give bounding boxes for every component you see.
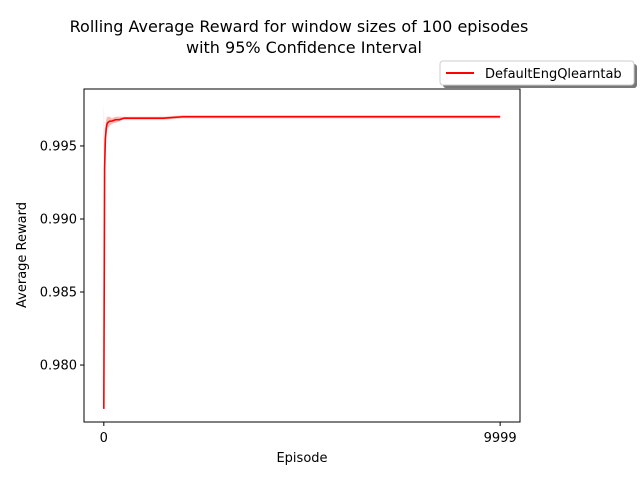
series-line-defaultengqlearntab xyxy=(103,115,501,409)
x-tick-label: 0 xyxy=(100,431,108,446)
y-tick-label: 0.990 xyxy=(40,212,77,227)
y-tick-label: 0.985 xyxy=(40,286,77,301)
chart-title-line-2: with 95% Confidence Interval xyxy=(186,38,422,57)
legend: DefaultEngQlearntab xyxy=(439,60,637,88)
x-axis-label: Episode xyxy=(276,451,327,466)
axes-frame xyxy=(83,88,521,423)
y-tick-label: 0.980 xyxy=(40,359,77,374)
y-axis-label: Average Reward xyxy=(15,202,30,308)
x-axis-ticks: 0 9999 xyxy=(100,422,517,446)
x-tick-label: 9999 xyxy=(484,431,517,446)
y-axis-ticks: 0.980 0.985 0.990 0.995 xyxy=(40,139,84,374)
legend-box xyxy=(439,60,635,86)
chart-title-line-1: Rolling Average Reward for window sizes … xyxy=(70,17,529,36)
legend-series-label: DefaultEngQlearntab xyxy=(485,67,622,82)
y-tick-label: 0.995 xyxy=(40,139,77,154)
plot-area xyxy=(103,102,501,412)
confidence-interval-band xyxy=(103,102,501,412)
